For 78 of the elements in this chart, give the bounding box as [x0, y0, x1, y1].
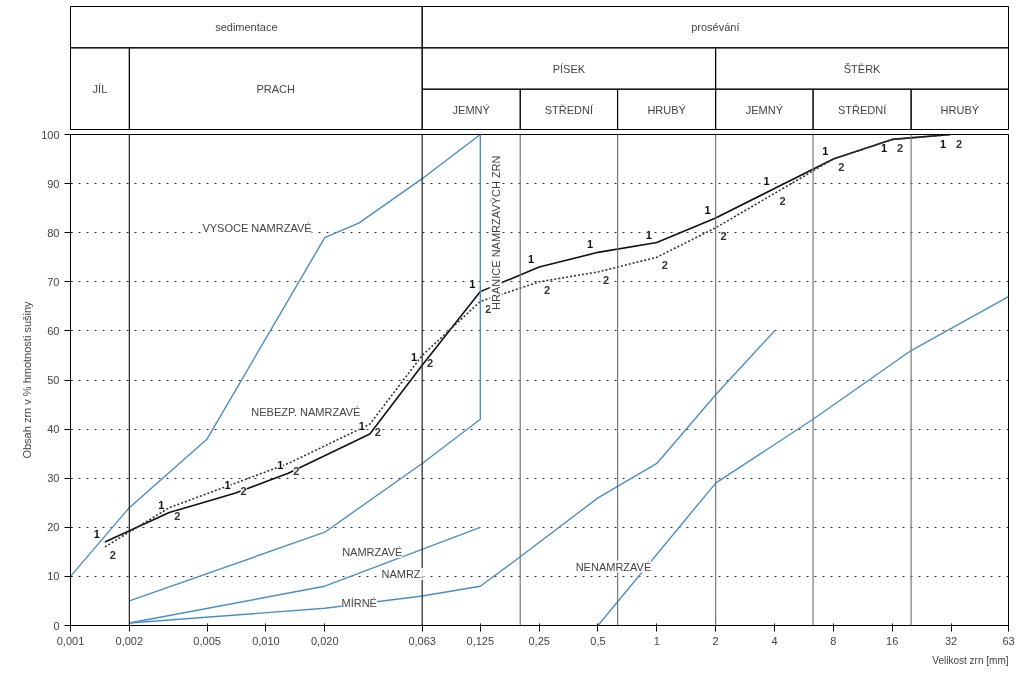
series-label: 2	[544, 283, 551, 296]
text: JÍL	[92, 83, 108, 96]
text: 1	[586, 238, 594, 251]
text: 2	[109, 548, 116, 561]
x-tick-label: 0,25	[528, 634, 550, 647]
y-tick-label: 20	[47, 521, 60, 534]
text: 1	[93, 528, 100, 541]
text: 1	[704, 203, 711, 216]
x-tick-label: 16	[886, 634, 899, 647]
text: 1	[277, 459, 284, 472]
x-tick-label: 63	[1002, 634, 1015, 647]
annotation: NENAMRZAVÉ	[575, 560, 652, 573]
x-tick-label: 32	[944, 634, 958, 647]
x-tick-label: 0,020	[311, 634, 339, 647]
text: 1	[411, 351, 418, 364]
y-tick-label: 0	[53, 619, 60, 632]
text: 2	[720, 229, 727, 242]
text: 2	[955, 137, 963, 150]
text: HRUBÝ	[940, 103, 980, 116]
x-tick-label: 0,5	[590, 634, 606, 647]
text: PÍSEK	[552, 62, 586, 75]
x-tick-label: 0,125	[466, 634, 495, 647]
annotation: HRANICE NAMRZAVÝCH ZRN	[489, 155, 502, 310]
text: 1	[528, 253, 535, 266]
annotation: VYSOCE NAMRZAVÉ	[202, 221, 312, 234]
annotation: NAMRZ.	[381, 567, 424, 580]
text: 2	[661, 259, 668, 272]
y-tick-label: 80	[47, 226, 60, 239]
y-tick-label: 10	[47, 570, 60, 583]
text: 2	[174, 509, 181, 522]
text: JEMNÝ	[745, 103, 784, 116]
x-axis-title: Velikost zrn [mm]	[932, 654, 1009, 666]
text: 1	[822, 145, 829, 158]
text: JEMNÝ	[452, 103, 491, 116]
text: 1	[158, 498, 165, 511]
x-tick-label: 1	[653, 634, 660, 647]
y-tick-label: 40	[47, 423, 60, 436]
y-tick-label: 60	[47, 324, 60, 337]
series-label: 1	[881, 142, 888, 155]
annotation: NAMRZAVÉ	[342, 545, 403, 558]
text: 2	[485, 303, 492, 316]
x-tick-label: 0,001	[56, 634, 85, 647]
text: 2	[602, 273, 610, 286]
annotation: MÍRNÉ	[341, 597, 377, 610]
text: 2	[293, 465, 300, 478]
text: 2	[240, 485, 247, 498]
y-tick-label: 70	[47, 275, 60, 288]
text: 1	[224, 478, 231, 491]
y-tick-label: 30	[47, 472, 60, 485]
text: 2	[374, 426, 381, 439]
y-tick-label: 90	[47, 177, 60, 190]
y-axis-title: Obsah zrn v % hmotnosti sušiny	[21, 300, 34, 459]
x-tick-label: 4	[771, 634, 778, 647]
text: prosévání	[691, 21, 740, 34]
x-tick-label: 0,005	[193, 634, 221, 647]
text: 1	[645, 228, 652, 241]
x-tick-label: 0,010	[252, 634, 280, 647]
text: HRUBÝ	[647, 103, 687, 116]
text: 1	[939, 137, 947, 150]
text: 2	[427, 357, 434, 370]
x-tick-label: 0,063	[408, 634, 436, 647]
text: 1	[763, 174, 770, 187]
x-tick-label: 8	[830, 634, 837, 647]
y-tick-label: 50	[47, 374, 60, 386]
y-tick-label: 100	[41, 128, 60, 141]
text: 2	[779, 195, 786, 208]
text: STŘEDNÍ	[837, 103, 888, 116]
text: STŘEDNÍ	[544, 103, 594, 116]
annotation: NEBEZP. NAMRZAVÉ	[251, 405, 361, 418]
text: PRACH	[256, 83, 296, 96]
text: 1	[469, 277, 476, 290]
text: 1	[358, 420, 365, 433]
text: 2	[897, 142, 904, 155]
x-tick-label: 2	[712, 634, 719, 647]
text: 2	[838, 161, 845, 174]
text: sedimentace	[215, 21, 278, 34]
x-tick-label: 0,002	[115, 634, 144, 647]
text: ŠTĚRK	[843, 62, 882, 75]
